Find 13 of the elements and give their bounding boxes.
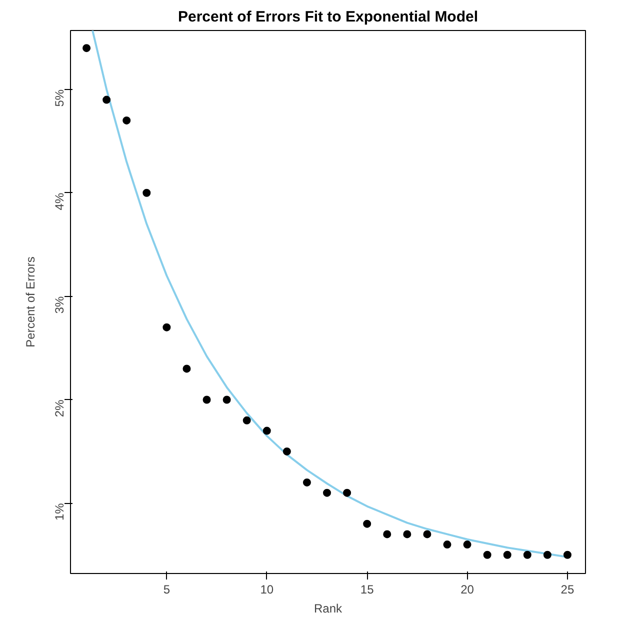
x-axis-title: Rank	[314, 602, 344, 616]
y-tick-label: 3%	[52, 296, 66, 314]
x-tick-label: 25	[560, 582, 574, 596]
x-tick-label: 15	[360, 582, 374, 596]
y-axis-title: Percent of Errors	[24, 256, 38, 348]
y-tick-label: 4%	[52, 192, 66, 210]
x-tick-label: 5	[163, 582, 170, 596]
chart-title: Percent of Errors Fit to Exponential Model	[178, 8, 478, 26]
x-tick-label: 20	[460, 582, 474, 596]
y-tick-label: 5%	[52, 89, 66, 107]
x-tick-label: 10	[260, 582, 274, 596]
y-tick-label: 1%	[52, 502, 66, 521]
y-tick-label: 2%	[52, 399, 66, 418]
